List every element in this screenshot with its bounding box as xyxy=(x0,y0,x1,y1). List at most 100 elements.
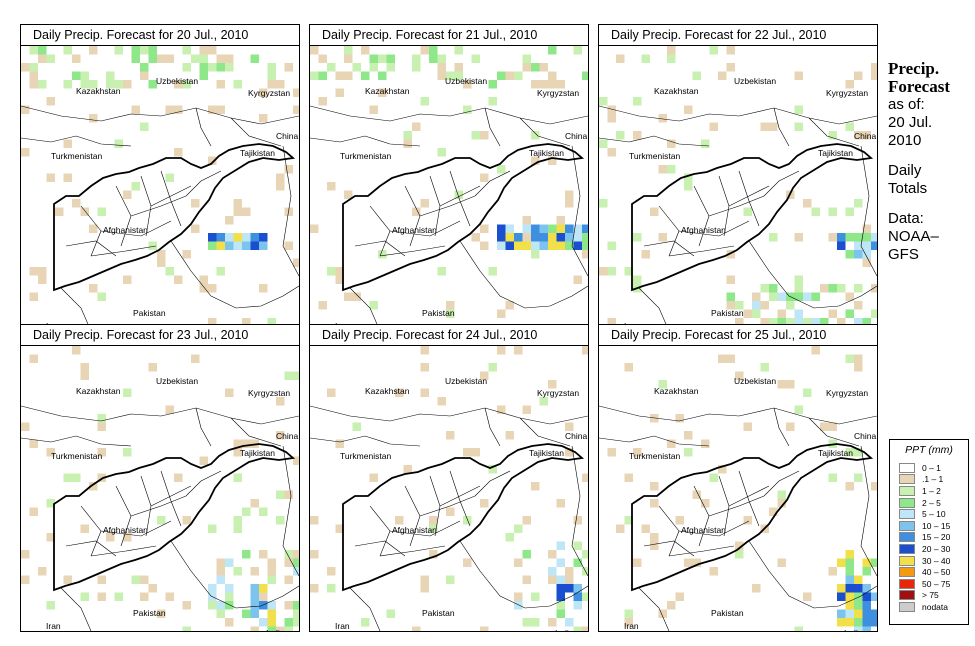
precip-cell xyxy=(157,258,166,267)
country-border xyxy=(773,107,790,147)
precip-cell xyxy=(165,592,174,601)
precip-cell xyxy=(114,80,123,89)
precip-cell xyxy=(582,626,588,631)
precip-cell xyxy=(871,241,877,250)
precip-cell xyxy=(735,550,744,559)
precip-cell xyxy=(46,448,55,457)
precip-cell xyxy=(420,575,429,584)
precip-cell xyxy=(794,318,803,327)
precip-cell xyxy=(871,618,877,627)
precip-cell xyxy=(548,71,557,80)
precip-cell xyxy=(862,618,871,627)
precip-cell xyxy=(335,524,344,533)
legend-swatch xyxy=(899,497,915,508)
precip-cell xyxy=(684,448,693,457)
forecast-panel-jul20: Daily Precip. Forecast for 20 Jul., 2010… xyxy=(20,24,300,332)
precip-cell xyxy=(267,63,276,72)
precip-cell xyxy=(828,567,837,576)
precip-cell xyxy=(259,284,268,293)
precip-cell xyxy=(548,575,557,584)
precip-cell xyxy=(845,558,854,567)
precip-cell xyxy=(182,626,191,631)
province-border xyxy=(708,195,765,217)
country-border xyxy=(638,587,670,631)
province-border xyxy=(389,220,461,237)
precip-cell xyxy=(497,224,506,233)
precip-cell xyxy=(335,71,344,80)
precip-cell xyxy=(820,318,829,327)
precip-cell xyxy=(267,618,276,627)
precip-cell xyxy=(871,63,877,72)
precip-cell xyxy=(259,88,268,97)
precip-cell xyxy=(556,80,565,89)
precip-cell xyxy=(522,224,531,233)
precip-cell xyxy=(463,516,472,525)
precip-cell xyxy=(174,105,183,114)
precip-cell xyxy=(531,131,540,140)
country-label: India xyxy=(555,628,574,631)
province-border xyxy=(763,170,800,197)
precip-cell xyxy=(284,626,293,631)
precip-cell xyxy=(811,292,820,301)
precip-cell xyxy=(276,80,285,89)
totals-line2: Totals xyxy=(888,180,928,197)
precip-cell xyxy=(208,584,217,593)
precip-cell xyxy=(548,241,557,250)
precip-cell xyxy=(777,490,786,499)
precip-cell xyxy=(335,88,344,97)
precip-cell xyxy=(582,224,588,233)
legend-row: 10 – 15 xyxy=(890,520,968,532)
country-label: India xyxy=(844,628,863,631)
precip-cell xyxy=(140,46,149,55)
province-border xyxy=(643,540,695,557)
precip-cell xyxy=(267,80,276,89)
precip-cell xyxy=(573,275,582,284)
precip-cell xyxy=(369,473,378,482)
country-label: Kyrgyzstan xyxy=(248,88,290,98)
country-border xyxy=(599,135,710,147)
precip-cell xyxy=(531,63,540,72)
precip-cell xyxy=(208,601,217,610)
legend-swatch xyxy=(899,509,915,520)
precip-cell xyxy=(97,575,106,584)
precip-cell xyxy=(242,241,251,250)
country-border xyxy=(860,145,877,277)
precip-cell xyxy=(811,318,820,327)
precip-cell xyxy=(624,363,633,372)
precip-cell xyxy=(531,224,540,233)
country-label: Turkmenistan xyxy=(629,151,680,161)
country-border xyxy=(484,107,501,147)
precip-cell xyxy=(480,371,489,380)
precip-cell xyxy=(862,224,871,233)
precip-cell xyxy=(845,482,854,491)
precip-cell xyxy=(199,71,208,80)
precip-cell xyxy=(854,618,863,627)
country-border xyxy=(21,405,299,425)
country-label: Iran xyxy=(335,621,350,631)
precip-cell xyxy=(259,233,268,242)
precip-cell xyxy=(429,550,438,559)
precip-cell xyxy=(497,241,506,250)
precip-cell xyxy=(191,54,200,63)
precip-cell xyxy=(46,533,55,542)
precip-cell xyxy=(709,473,718,482)
precip-cell xyxy=(505,431,514,440)
precip-cell xyxy=(505,533,514,542)
precip-cell xyxy=(310,71,319,80)
precip-cell xyxy=(199,63,208,72)
precip-cell xyxy=(63,173,72,182)
precip-cell xyxy=(573,46,582,55)
precip-cell xyxy=(318,301,327,310)
precip-cell xyxy=(548,233,557,242)
precip-cell xyxy=(667,165,676,174)
precip-cell xyxy=(242,439,251,448)
totals-line1: Daily xyxy=(888,162,922,179)
precip-cell xyxy=(284,558,293,567)
precip-cell xyxy=(216,105,225,114)
province-border xyxy=(738,170,760,227)
precip-cell xyxy=(794,233,803,242)
precip-cell xyxy=(726,46,735,55)
precip-cell xyxy=(565,199,574,208)
precip-cell xyxy=(208,156,217,165)
precip-cell xyxy=(267,575,276,584)
